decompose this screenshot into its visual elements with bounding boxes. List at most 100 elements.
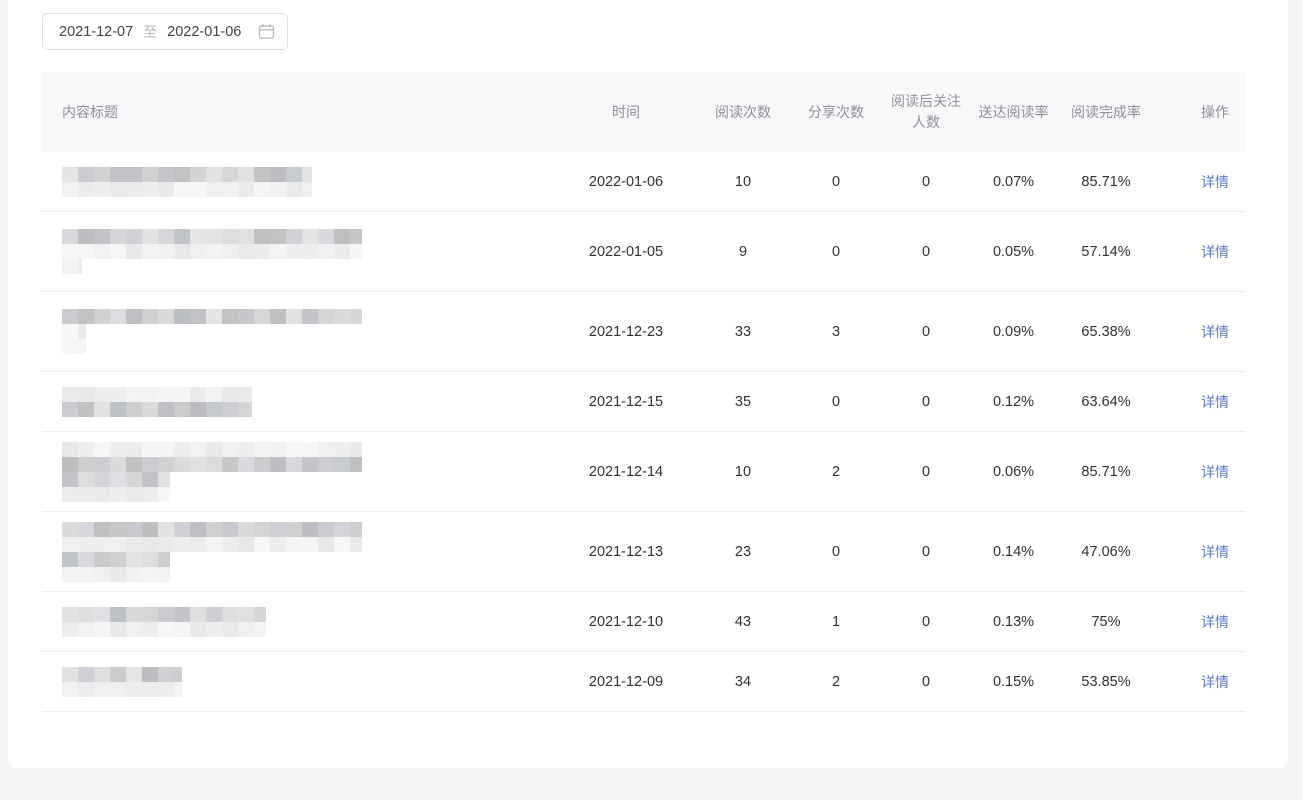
cell-action: 详情	[1156, 542, 1245, 562]
cell-shares: 0	[831, 173, 841, 190]
cell-follows: 0	[921, 173, 931, 190]
cell-shares: 1	[831, 613, 841, 630]
cell-date: 2021-12-10	[588, 613, 664, 630]
date-range-picker[interactable]: 2021-12-07 至 2022-01-06	[42, 13, 288, 50]
cell-completion_rate: 53.85%	[1081, 673, 1131, 690]
cell-reads: 43	[734, 613, 752, 630]
cell-completion_rate: 75%	[1091, 613, 1121, 630]
cell-reads: 10	[734, 173, 752, 190]
table-header-row: 内容标题 时间 阅读次数 分享次数 阅读后关注人数 送达阅读率 阅读完成率 操作	[42, 72, 1245, 152]
table-row: 2022-01-06 10 0 0 0.07% 85.71% 详情	[42, 152, 1245, 212]
table-row: 2021-12-14 10 2 0 0.06% 85.71% 详情	[42, 432, 1245, 512]
cell-title	[42, 309, 557, 354]
cell-title	[42, 441, 557, 502]
cell-action: 详情	[1156, 392, 1245, 412]
cell-reads: 35	[734, 393, 752, 410]
cell-delivery_rate: 0.13%	[992, 613, 1035, 630]
cell-delivery_rate: 0.07%	[992, 173, 1035, 190]
cell-completion_rate: 85.71%	[1081, 173, 1131, 190]
cell-follows: 0	[921, 543, 931, 560]
column-header-date: 时间	[612, 103, 640, 120]
cell-completion_rate: 47.06%	[1081, 543, 1131, 560]
date-range-start[interactable]: 2021-12-07	[59, 23, 134, 40]
column-header-reads: 阅读次数	[715, 103, 771, 120]
cell-reads: 33	[734, 323, 752, 340]
cell-follows: 0	[921, 673, 931, 690]
cell-title	[42, 606, 557, 637]
redacted-title	[62, 166, 557, 197]
detail-link[interactable]: 详情	[1201, 323, 1229, 340]
cell-delivery_rate: 0.06%	[992, 463, 1035, 480]
cell-title	[42, 166, 557, 197]
cell-completion_rate: 85.71%	[1081, 463, 1131, 480]
cell-action: 详情	[1156, 612, 1245, 632]
calendar-icon[interactable]	[258, 23, 275, 40]
analytics-table: 内容标题 时间 阅读次数 分享次数 阅读后关注人数 送达阅读率 阅读完成率 操作 2022-0…	[42, 72, 1245, 712]
cell-reads: 23	[734, 543, 752, 560]
cell-follows: 0	[921, 243, 931, 260]
table-row: 2021-12-13 23 0 0 0.14% 47.06% 详情	[42, 512, 1245, 592]
cell-completion_rate: 65.38%	[1081, 323, 1131, 340]
table-body: 2022-01-06 10 0 0 0.07% 85.71% 详情 2022-01-05 9 0 0…	[42, 152, 1245, 712]
column-header-title: 内容标题	[62, 103, 118, 120]
cell-completion_rate: 57.14%	[1081, 243, 1131, 260]
redacted-title	[62, 521, 557, 582]
detail-link[interactable]: 详情	[1201, 543, 1229, 560]
cell-shares: 0	[831, 393, 841, 410]
cell-date: 2021-12-14	[588, 463, 664, 480]
cell-action: 详情	[1156, 172, 1245, 192]
cell-action: 详情	[1156, 672, 1245, 692]
detail-link[interactable]: 详情	[1201, 173, 1229, 190]
cell-title	[42, 666, 557, 697]
cell-date: 2021-12-13	[588, 543, 664, 560]
cell-delivery_rate: 0.12%	[992, 393, 1035, 410]
cell-date: 2021-12-23	[588, 323, 664, 340]
cell-follows: 0	[921, 463, 931, 480]
table-row: 2021-12-09 34 2 0 0.15% 53.85% 详情	[42, 652, 1245, 712]
cell-shares: 0	[831, 543, 841, 560]
cell-title	[42, 229, 557, 274]
column-header-shares: 分享次数	[808, 103, 864, 120]
content-card: 2021-12-07 至 2022-01-06 内容标题 时间 阅读次数 分享次数 阅读…	[8, 0, 1288, 768]
redacted-title	[62, 666, 557, 697]
detail-link[interactable]: 详情	[1201, 613, 1229, 630]
cell-reads: 34	[734, 673, 752, 690]
cell-action: 详情	[1156, 322, 1245, 342]
column-header-delivery_rate: 送达阅读率	[978, 103, 1049, 120]
cell-shares: 0	[831, 243, 841, 260]
redacted-title	[62, 386, 557, 417]
cell-date: 2021-12-09	[588, 673, 664, 690]
cell-shares: 2	[831, 673, 841, 690]
date-range-separator: 至	[143, 23, 158, 40]
table-row: 2022-01-05 9 0 0 0.05% 57.14% 详情	[42, 212, 1245, 292]
column-header-follows: 阅读后关注人数	[891, 93, 961, 130]
table-row: 2021-12-23 33 3 0 0.09% 65.38% 详情	[42, 292, 1245, 372]
cell-action: 详情	[1156, 242, 1245, 262]
cell-action: 详情	[1156, 462, 1245, 482]
column-header-action: 操作	[1201, 103, 1229, 120]
redacted-title	[62, 309, 557, 354]
cell-completion_rate: 63.64%	[1081, 393, 1131, 410]
cell-date: 2021-12-15	[588, 393, 664, 410]
cell-date: 2022-01-06	[588, 173, 664, 190]
cell-delivery_rate: 0.14%	[992, 543, 1035, 560]
date-range-end[interactable]: 2022-01-06	[167, 23, 242, 40]
cell-follows: 0	[921, 323, 931, 340]
detail-link[interactable]: 详情	[1201, 393, 1229, 410]
detail-link[interactable]: 详情	[1201, 243, 1229, 260]
cell-title	[42, 521, 557, 582]
cell-follows: 0	[921, 393, 931, 410]
cell-follows: 0	[921, 613, 931, 630]
cell-delivery_rate: 0.15%	[992, 673, 1035, 690]
detail-link[interactable]: 详情	[1201, 673, 1229, 690]
cell-delivery_rate: 0.09%	[992, 323, 1035, 340]
column-header-completion_rate: 阅读完成率	[1071, 103, 1141, 120]
cell-reads: 10	[734, 463, 752, 480]
redacted-title	[62, 229, 557, 274]
table-row: 2021-12-15 35 0 0 0.12% 63.64% 详情	[42, 372, 1245, 432]
detail-link[interactable]: 详情	[1201, 463, 1229, 480]
cell-shares: 3	[831, 323, 841, 340]
cell-shares: 2	[831, 463, 841, 480]
cell-date: 2022-01-05	[588, 243, 664, 260]
cell-title	[42, 386, 557, 417]
